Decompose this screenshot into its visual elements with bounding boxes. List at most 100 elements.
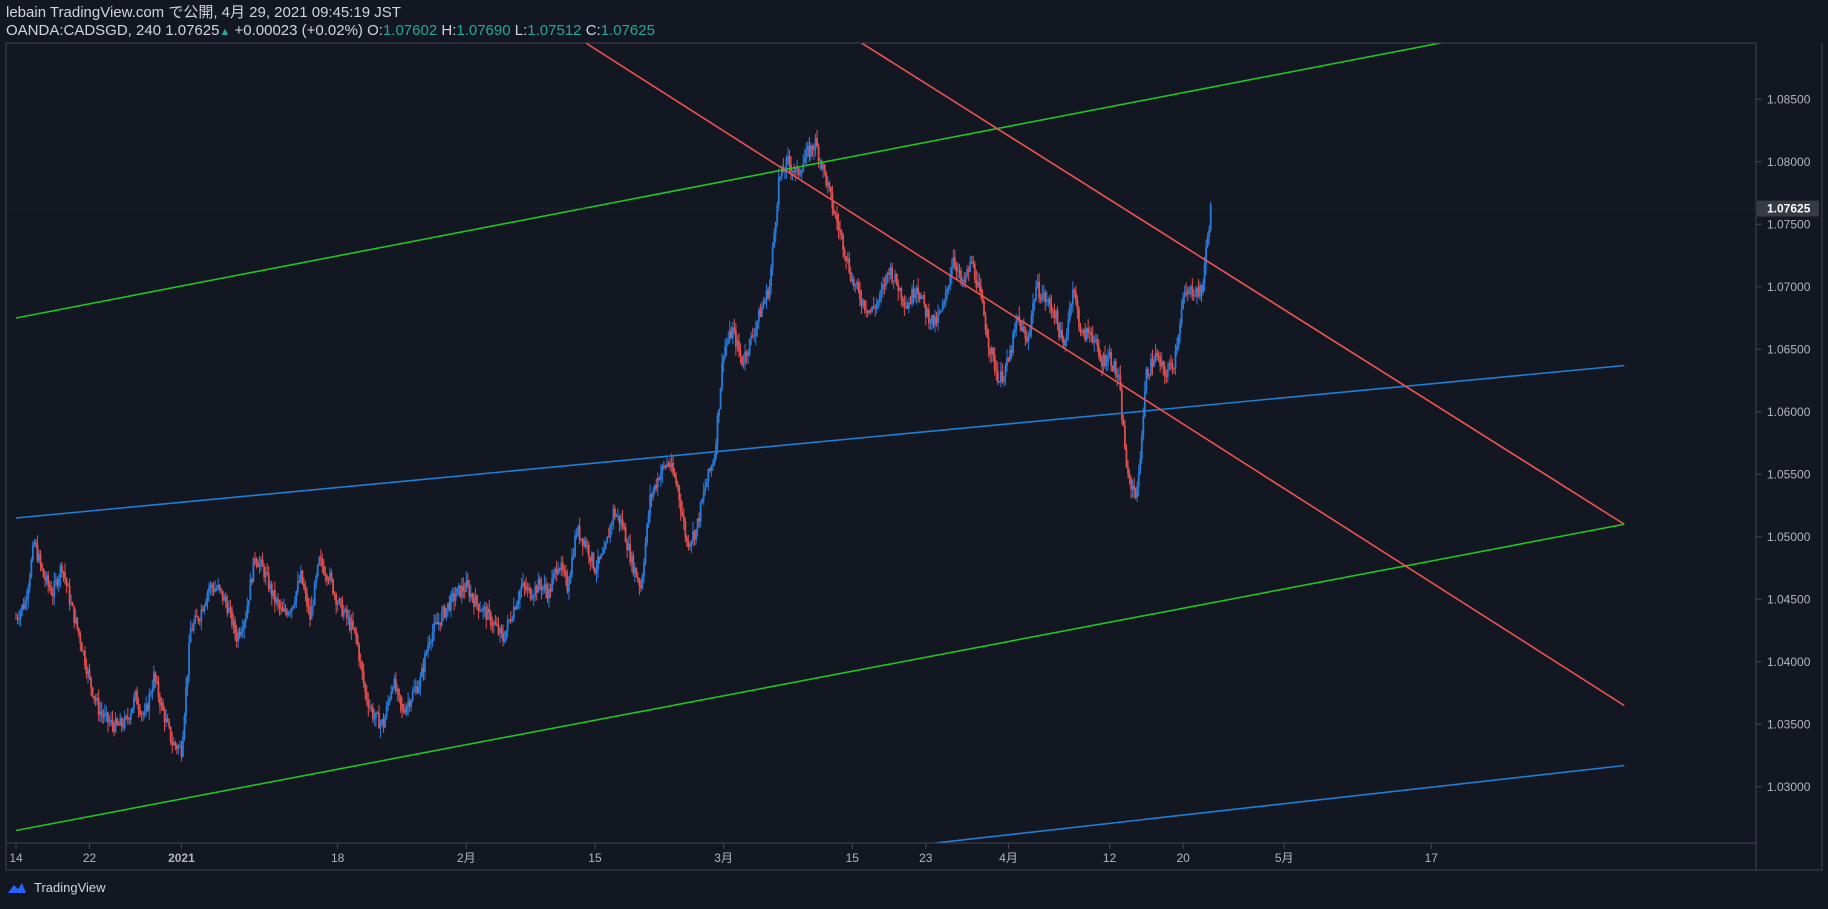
candle-body — [819, 160, 822, 162]
candle-body — [489, 612, 492, 626]
candle-body — [934, 316, 936, 326]
candle-body — [600, 554, 602, 559]
time-axis[interactable]: 14 22 2021 18 2月 15 3月 15 23 4月 12 20 5月 17 — [9, 843, 1438, 865]
symbol-label[interactable]: OANDA:CADSGD, 240 1.07625 — [6, 22, 220, 39]
candle-body — [465, 580, 468, 592]
candle-body — [1107, 355, 1109, 364]
candle-body — [385, 705, 388, 718]
candle-body — [946, 288, 949, 293]
candle-body — [500, 628, 503, 633]
tradingview-branding[interactable]: TradingView — [6, 880, 106, 895]
candle-body — [568, 583, 570, 592]
candle-body — [842, 234, 844, 250]
candle-body — [428, 642, 431, 646]
candle-body — [901, 298, 904, 302]
candle-body — [514, 607, 517, 610]
candle-body — [810, 145, 812, 157]
candle-body — [1032, 303, 1034, 316]
candle-body — [332, 579, 334, 594]
candle-body — [440, 612, 443, 626]
candle-body — [166, 718, 169, 722]
candle-body — [817, 146, 820, 161]
candle-body — [1090, 332, 1093, 336]
candle-body — [630, 555, 633, 563]
red-trend-line[interactable] — [585, 43, 1625, 707]
candle-body — [107, 712, 109, 723]
candle-body — [990, 347, 993, 355]
candle-body — [1001, 371, 1004, 382]
candle-body — [669, 463, 671, 468]
candle-body — [764, 299, 766, 304]
candle-body — [108, 721, 111, 723]
candle-body — [160, 702, 163, 706]
time-tick-label: 20 — [1176, 851, 1190, 865]
candle-body — [915, 287, 918, 295]
candle-body — [1154, 352, 1157, 362]
candle-body — [687, 541, 690, 548]
candle-body — [1124, 425, 1126, 449]
candle-body — [375, 712, 377, 719]
candle-body — [1162, 361, 1165, 367]
candle-body — [823, 164, 826, 173]
candle-body — [319, 557, 322, 559]
candle-body — [574, 535, 576, 557]
candle-body — [1050, 304, 1053, 311]
candle-body — [633, 567, 636, 574]
green-trend-line[interactable] — [15, 43, 1441, 319]
price-tick-label: 1.06500 — [1767, 342, 1811, 356]
candle-body — [84, 651, 86, 666]
candle-body — [972, 262, 975, 265]
candle-body — [1018, 316, 1021, 321]
candle-body — [205, 601, 207, 606]
candle-body — [1110, 351, 1113, 366]
time-tick-label: 23 — [919, 851, 933, 865]
candle-body — [19, 611, 22, 619]
time-tick-label: 5月 — [1275, 851, 1294, 865]
candle-body — [244, 618, 247, 622]
candle-body — [1169, 362, 1172, 365]
candle-body — [1182, 297, 1185, 309]
candle-body — [172, 742, 175, 746]
candle-body — [1142, 416, 1145, 437]
candle-body — [820, 160, 823, 169]
candle-body — [368, 706, 371, 708]
candle-body — [457, 585, 460, 588]
price-axis[interactable]: 1.08500 1.08000 1.07500 1.07000 1.06500 1.060… — [1756, 92, 1811, 794]
price-tick-label: 1.04500 — [1767, 592, 1811, 606]
candle-body — [969, 261, 972, 272]
candle-body — [984, 315, 987, 330]
open-value: 1.07602 — [382, 22, 438, 39]
candle-body — [137, 704, 140, 710]
candle-body — [264, 572, 267, 578]
candle-body — [1139, 458, 1142, 474]
candle-body — [267, 573, 270, 590]
candle-body — [277, 598, 279, 603]
candle-body — [99, 711, 102, 715]
candle-body — [194, 615, 197, 624]
candle-body — [738, 340, 740, 351]
candle-body — [515, 603, 518, 610]
candle-body — [558, 568, 561, 571]
candle-body — [483, 607, 486, 609]
red-trend-line[interactable] — [861, 43, 1625, 525]
candle-body — [247, 600, 250, 607]
candle-body — [649, 494, 652, 515]
trend-lines[interactable] — [15, 43, 1625, 844]
candle-body — [246, 606, 249, 619]
candle-body — [725, 343, 728, 347]
blue-trend-line[interactable] — [15, 364, 1625, 519]
candle-body — [751, 335, 754, 337]
candle-body — [168, 721, 171, 727]
candle-body — [653, 485, 656, 492]
candle-body — [773, 233, 776, 247]
green-trend-line[interactable] — [15, 523, 1625, 832]
candle-body — [359, 660, 362, 662]
blue-trend-line[interactable] — [934, 764, 1625, 844]
candle-body — [1033, 300, 1036, 304]
candle-body — [51, 594, 54, 597]
candle-body — [1003, 377, 1005, 382]
candle-body — [1191, 286, 1194, 296]
candle-body — [1019, 320, 1022, 332]
candle-body — [362, 671, 365, 684]
